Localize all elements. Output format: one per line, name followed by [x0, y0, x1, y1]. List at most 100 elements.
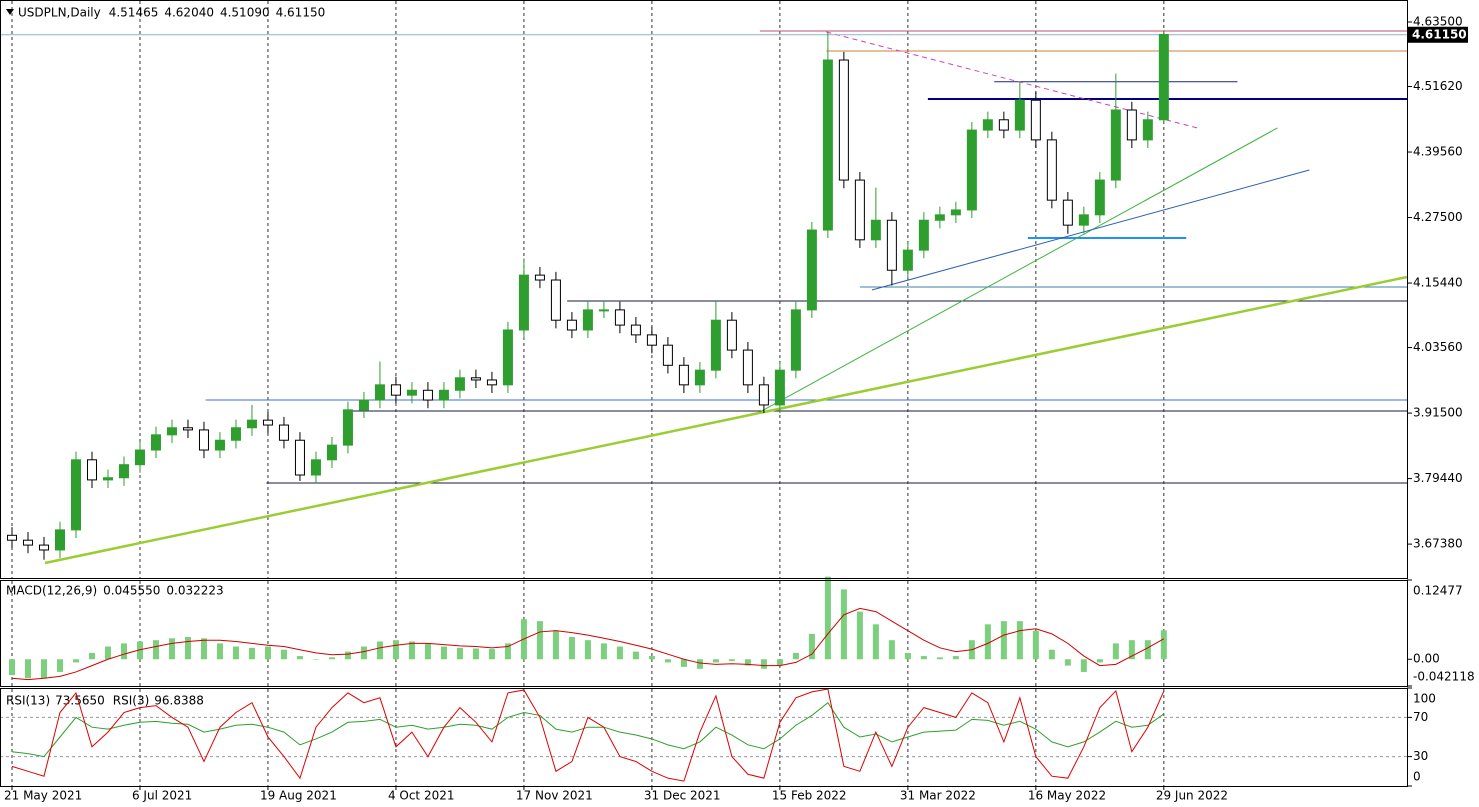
candle-body — [38, 544, 49, 551]
histogram-bar — [584, 640, 591, 660]
histogram-bar — [1112, 643, 1119, 660]
histogram-bar — [488, 649, 495, 660]
histogram-bar — [536, 621, 543, 660]
candle-body — [326, 444, 337, 461]
y-tick-label: 30 — [1413, 749, 1428, 763]
histogram-bar — [696, 659, 703, 669]
histogram-bar — [616, 646, 623, 660]
histogram-bar — [104, 646, 111, 660]
candle-body — [534, 274, 545, 281]
histogram-bar — [328, 657, 335, 660]
candle-body — [406, 389, 417, 396]
histogram-bar — [760, 659, 767, 669]
y-tick-label: 4.63500 — [1413, 14, 1463, 28]
candle-body — [742, 349, 753, 386]
histogram-bar — [792, 652, 799, 660]
candle-body — [518, 274, 529, 331]
y-tick-label: 4.27500 — [1413, 210, 1463, 224]
histogram-bar — [408, 641, 415, 660]
histogram-bar — [632, 651, 639, 660]
ohlc-value: 4.51090 — [220, 6, 270, 20]
y-tick-label: 100 — [1413, 692, 1436, 706]
histogram-bar — [376, 641, 383, 660]
candle-body — [246, 419, 257, 429]
candle-body — [806, 229, 817, 311]
legend-name: RSI(13) — [6, 694, 50, 708]
histogram-bar — [1016, 621, 1023, 660]
histogram-bar — [1000, 621, 1007, 660]
current-price-label: 4.61150 — [1412, 27, 1467, 41]
histogram-bar — [1048, 649, 1055, 660]
candle-body — [102, 477, 113, 481]
candle-body — [182, 427, 193, 431]
candle-body — [662, 344, 673, 366]
symbol-menu-arrow[interactable] — [6, 9, 14, 15]
histogram-bar — [136, 641, 143, 660]
y-tick-label: 0 — [1413, 770, 1421, 784]
candle-body — [966, 129, 977, 211]
x-tick-label: 21 May 2021 — [4, 789, 82, 803]
candle-body — [726, 319, 737, 351]
candle-body — [150, 434, 161, 451]
candle-body — [262, 419, 273, 426]
histogram-bar — [472, 648, 479, 660]
y-tick-label: 3.67380 — [1413, 537, 1463, 551]
histogram-bar — [40, 659, 47, 679]
histogram-bar — [680, 659, 687, 667]
candle-body — [486, 379, 497, 386]
histogram-bar — [872, 624, 879, 660]
y-tick-label: 0.00 — [1413, 652, 1440, 666]
histogram-bar — [168, 638, 175, 660]
candle-body — [390, 384, 401, 396]
candle-body — [134, 449, 145, 466]
candle-body — [214, 439, 225, 451]
candle-body — [1046, 139, 1057, 201]
histogram-bar — [1080, 659, 1087, 672]
x-tick-label: 29 Jun 2022 — [1156, 789, 1228, 803]
histogram-bar — [920, 656, 927, 660]
y-tick-label: 3.79440 — [1413, 471, 1463, 485]
histogram-bar — [728, 659, 735, 662]
histogram-bar — [1160, 630, 1167, 660]
candle-body — [1062, 199, 1073, 226]
candle-body — [854, 179, 865, 241]
trend-line — [871, 169, 1310, 291]
histogram-bar — [8, 659, 15, 676]
ohlc-value: 4.61150 — [276, 6, 326, 20]
histogram-bar — [840, 589, 847, 660]
x-tick-label: 31 Dec 2021 — [644, 789, 721, 803]
histogram-bar — [296, 656, 303, 660]
candle-body — [422, 389, 433, 401]
histogram-bar — [984, 624, 991, 660]
histogram-bar — [1096, 659, 1103, 663]
candle-body — [982, 119, 993, 131]
series-line — [11, 688, 1165, 782]
candle-body — [902, 249, 913, 271]
candle-body — [198, 429, 209, 451]
candle-body — [70, 459, 81, 531]
y-tick-label: 3.91500 — [1413, 406, 1463, 420]
histogram-bar — [344, 651, 351, 660]
histogram-bar — [1064, 659, 1071, 666]
candle-body — [918, 219, 929, 251]
histogram-bar — [216, 643, 223, 660]
histogram-bar — [856, 611, 863, 660]
histogram-bar — [264, 646, 271, 660]
histogram-bar — [776, 659, 783, 666]
histogram-bar — [952, 656, 959, 660]
candle-body — [6, 534, 17, 541]
x-tick-label: 19 Aug 2021 — [260, 789, 337, 803]
histogram-bar — [1032, 630, 1039, 660]
candle-body — [166, 427, 177, 436]
histogram-bar — [936, 657, 943, 660]
histogram-bar — [664, 659, 671, 663]
trend-line — [44, 275, 1408, 565]
candle-body — [1078, 214, 1089, 226]
candle-body — [1142, 119, 1153, 141]
candle-body — [118, 464, 129, 479]
y-tick-label: 0.12477 — [1413, 584, 1463, 598]
candle-body — [566, 319, 577, 331]
candle-body — [438, 389, 449, 401]
candle-body — [278, 424, 289, 441]
